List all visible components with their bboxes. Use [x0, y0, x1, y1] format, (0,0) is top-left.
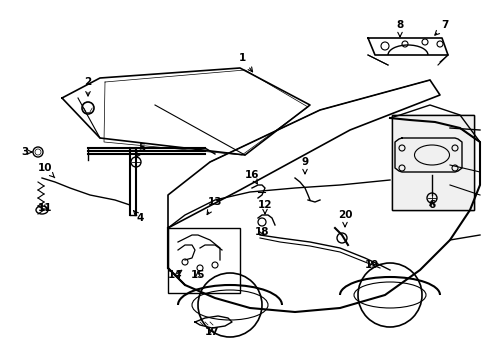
Bar	[168, 228, 240, 293]
Text: 17: 17	[204, 327, 219, 337]
Text: 20: 20	[337, 210, 351, 227]
Text: 3: 3	[21, 147, 32, 157]
Text: 18: 18	[254, 227, 269, 237]
Text: 9: 9	[301, 157, 308, 174]
Text: 11: 11	[38, 203, 52, 213]
Text: 6: 6	[427, 200, 435, 210]
Text: 16: 16	[244, 170, 259, 184]
Text: 4: 4	[133, 211, 143, 223]
Text: 14: 14	[167, 270, 182, 280]
Text: 1: 1	[238, 53, 252, 72]
Text: 10: 10	[38, 163, 55, 178]
Text: 15: 15	[190, 270, 205, 280]
Text: 13: 13	[207, 197, 222, 215]
Text: 8: 8	[396, 20, 403, 37]
Text: 12: 12	[257, 200, 272, 214]
Text: 19: 19	[364, 260, 378, 270]
Bar	[391, 115, 473, 210]
Text: 5: 5	[136, 143, 145, 157]
Bar	[391, 115, 473, 210]
Bar	[391, 115, 473, 210]
Text: 7: 7	[434, 20, 448, 35]
Text: 2: 2	[84, 77, 91, 96]
